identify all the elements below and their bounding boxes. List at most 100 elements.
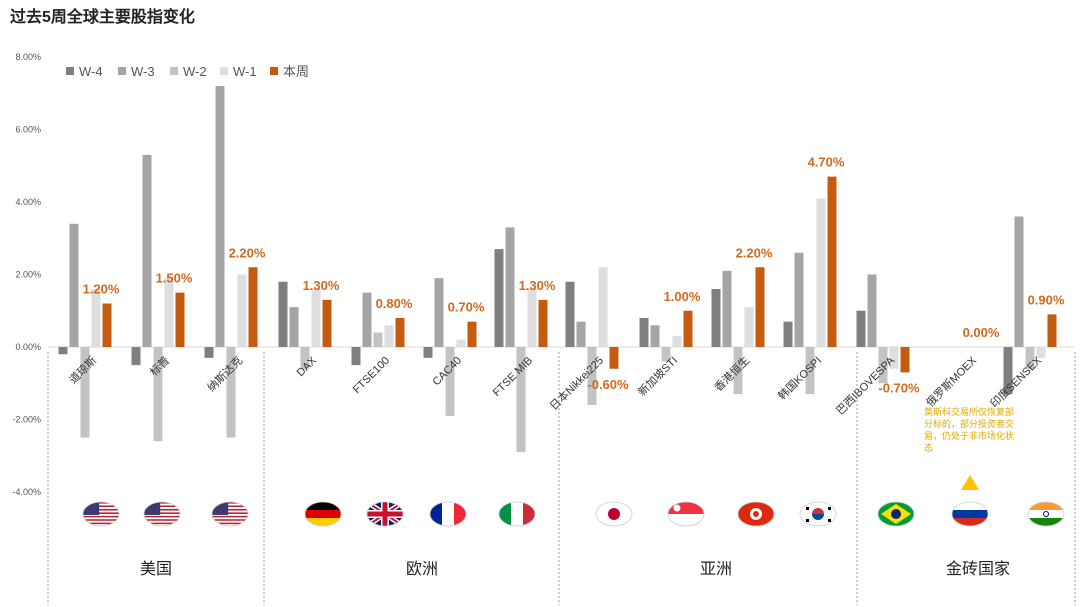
singapore-flag-icon	[668, 502, 704, 526]
bar	[650, 325, 660, 347]
bar	[153, 347, 163, 442]
korea-flag-icon	[800, 502, 836, 526]
legend-swatch	[170, 67, 178, 75]
legend-swatch	[220, 67, 228, 75]
data-label: 2.20%	[229, 245, 266, 260]
data-label: 1.20%	[83, 282, 120, 297]
legend-swatch	[270, 67, 278, 75]
group-labels: 美国 欧洲 亚洲 金砖国家	[140, 560, 1010, 578]
data-labels: 1.20% 1.50% 2.20% 1.30% 0.80% 0.70% 1.30% -0.60…	[83, 155, 1065, 396]
bar	[867, 274, 877, 347]
flag-outline	[595, 501, 633, 527]
bar	[661, 347, 671, 362]
flag-outline	[211, 501, 249, 527]
bar	[1025, 347, 1035, 369]
bar	[527, 289, 537, 347]
category-label: 韩国KOSPI	[775, 353, 824, 402]
category-label: 纳斯达克	[205, 354, 245, 394]
bar	[423, 347, 433, 358]
italy-flag-icon	[499, 502, 535, 526]
legend: W-4 W-3 W-2 W-1 本周	[66, 64, 309, 79]
japan-flag-icon	[596, 502, 632, 526]
group-label: 美国	[140, 560, 172, 578]
bar	[445, 347, 455, 416]
group-label: 亚洲	[700, 561, 732, 578]
bar	[565, 281, 575, 347]
flag-outline	[667, 501, 705, 527]
flags	[82, 501, 1065, 527]
data-label: 0.00%	[963, 325, 1000, 340]
data-label: -0.70%	[878, 380, 920, 395]
y-tick-label: 8.00%	[15, 52, 41, 62]
bar	[494, 249, 504, 347]
bar	[794, 252, 804, 347]
data-label: 4.70%	[808, 155, 845, 170]
bar	[226, 347, 236, 438]
category-label: DAX	[295, 354, 320, 379]
bar	[900, 347, 910, 373]
bar	[456, 339, 466, 347]
flag-outline	[304, 501, 342, 527]
bar	[204, 347, 214, 358]
legend-label: W-1	[233, 64, 257, 79]
y-tick-label: 2.00%	[15, 270, 41, 280]
bar	[175, 292, 185, 347]
bar	[827, 176, 837, 347]
bar	[278, 281, 288, 347]
data-label: 0.80%	[376, 296, 413, 311]
group-label: 金砖国家	[946, 560, 1010, 578]
data-label: 1.00%	[664, 289, 701, 304]
bar	[69, 223, 79, 347]
bar	[322, 299, 332, 347]
flag-outline	[143, 501, 181, 527]
bar	[58, 347, 68, 355]
bar	[505, 227, 515, 347]
bar	[683, 310, 693, 347]
flag-outline	[737, 501, 775, 527]
bar	[1003, 347, 1013, 395]
bar	[711, 289, 721, 347]
bar	[311, 289, 321, 347]
flag-outline	[1027, 501, 1065, 527]
legend-label: W-4	[79, 64, 103, 79]
bar	[722, 270, 732, 347]
bar	[215, 86, 225, 347]
flag-outline	[498, 501, 536, 527]
germany-flag-icon	[305, 502, 341, 526]
brazil-flag-icon	[878, 502, 914, 526]
category-label: 俄罗斯MOEX	[924, 353, 980, 409]
india-flag-icon	[1028, 502, 1064, 526]
bar	[587, 347, 597, 405]
bar	[131, 347, 141, 366]
uk-flag-icon	[367, 502, 403, 526]
bar	[1047, 314, 1057, 347]
bar	[384, 325, 394, 347]
bar	[351, 347, 361, 366]
bar	[805, 347, 815, 395]
legend-swatch	[66, 67, 74, 75]
legend-label: W-2	[183, 64, 207, 79]
data-label: -0.60%	[587, 377, 629, 392]
bar	[102, 303, 112, 347]
bar	[576, 321, 586, 347]
category-label: FTSE MIB	[491, 355, 535, 399]
bar	[733, 347, 743, 395]
bar	[783, 321, 793, 347]
flag-outline	[951, 501, 989, 527]
bar	[639, 318, 649, 347]
y-tick-label: 6.00%	[15, 125, 41, 135]
data-label: 1.30%	[303, 278, 340, 293]
bar	[142, 154, 152, 347]
bar	[516, 347, 526, 453]
flag-outline	[799, 501, 837, 527]
bar	[1014, 216, 1024, 347]
bar	[237, 274, 247, 347]
bar	[538, 299, 548, 347]
bar	[1036, 347, 1046, 358]
bar	[598, 267, 608, 347]
bar	[395, 318, 405, 347]
bar	[362, 292, 372, 347]
flag-outline	[429, 501, 467, 527]
flag-outline	[366, 501, 404, 527]
